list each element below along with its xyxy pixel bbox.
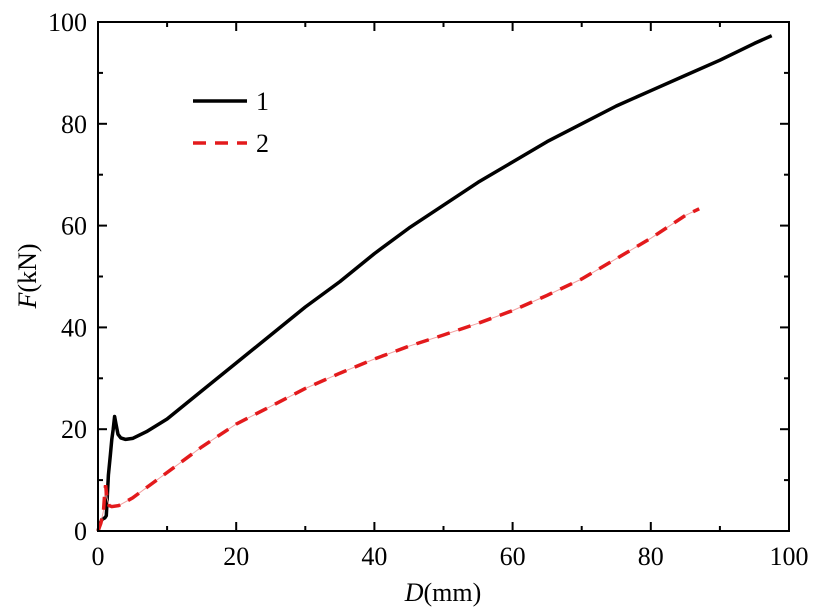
series-2-line xyxy=(96,207,700,532)
legend-label-2: 2 xyxy=(256,129,269,158)
y-tick-label: 60 xyxy=(61,212,87,241)
x-tick-label: 60 xyxy=(500,542,526,571)
y-tick-label: 80 xyxy=(61,110,87,139)
x-tick-label: 0 xyxy=(92,542,105,571)
x-axis-title: D(mm) xyxy=(404,578,482,607)
x-tick-label: 80 xyxy=(638,542,664,571)
plot-frame xyxy=(97,21,790,532)
y-axis-title: F(kN) xyxy=(13,244,42,310)
y-tick-label: 100 xyxy=(48,8,87,37)
series-2-thin-line xyxy=(97,208,700,532)
y-tick-label: 40 xyxy=(61,313,87,342)
plot-lines xyxy=(96,34,773,532)
x-tick-label: 100 xyxy=(770,542,809,571)
axis-tick-labels: 0 20 40 60 80 100 0 20 40 60 80 100 xyxy=(48,8,809,571)
x-tick-label: 40 xyxy=(361,542,387,571)
series-1-line xyxy=(96,34,773,532)
legend-label-1: 1 xyxy=(256,87,269,116)
y-tick-label: 20 xyxy=(61,415,87,444)
axis-ticks xyxy=(97,21,790,532)
x-tick-label: 20 xyxy=(223,542,249,571)
legend: 12 xyxy=(193,87,269,158)
y-tick-label: 0 xyxy=(74,517,87,546)
